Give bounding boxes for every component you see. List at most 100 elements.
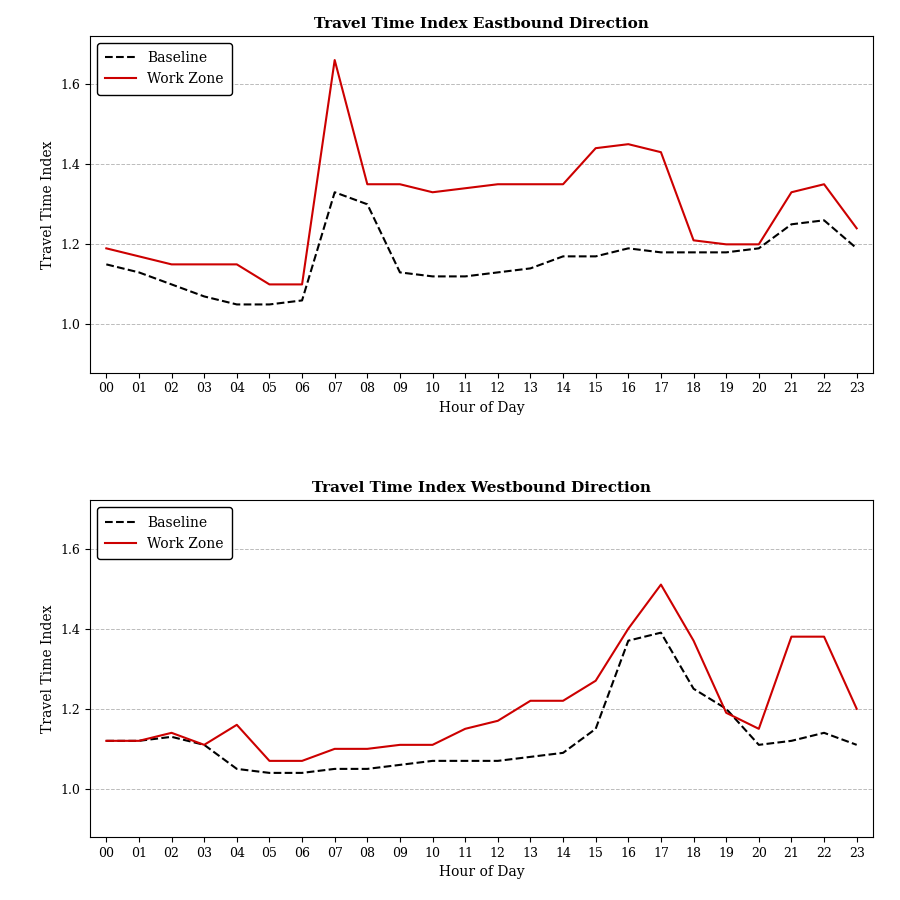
Title: Travel Time Index Westbound Direction: Travel Time Index Westbound Direction — [312, 482, 651, 495]
Work Zone — [688, 635, 699, 646]
Baseline — [297, 768, 308, 778]
Baseline — [525, 263, 535, 274]
Work Zone — [851, 223, 862, 234]
Baseline — [558, 251, 569, 262]
Y-axis label: Travel Time Index: Travel Time Index — [40, 605, 55, 733]
Baseline — [525, 752, 535, 762]
Line: Work Zone: Work Zone — [106, 60, 857, 284]
Baseline — [394, 760, 405, 770]
Work Zone — [623, 624, 634, 634]
Baseline — [329, 187, 340, 198]
Work Zone — [786, 187, 796, 198]
Work Zone — [101, 243, 112, 254]
X-axis label: Hour of Day: Hour of Day — [438, 400, 525, 415]
Line: Work Zone: Work Zone — [106, 585, 857, 760]
Work Zone — [362, 743, 373, 754]
Baseline — [199, 740, 210, 751]
Work Zone — [329, 743, 340, 754]
Work Zone — [101, 735, 112, 746]
Work Zone — [231, 719, 242, 730]
Work Zone — [231, 259, 242, 270]
Legend: Baseline, Work Zone: Baseline, Work Zone — [97, 508, 232, 559]
Line: Baseline: Baseline — [106, 633, 857, 773]
Baseline — [133, 267, 144, 278]
Work Zone — [362, 179, 373, 190]
Baseline — [231, 299, 242, 310]
Baseline — [166, 279, 177, 290]
Work Zone — [394, 179, 405, 190]
Legend: Baseline, Work Zone: Baseline, Work Zone — [97, 43, 232, 94]
Work Zone — [819, 631, 830, 642]
Baseline — [231, 763, 242, 774]
Baseline — [329, 763, 340, 774]
Work Zone — [819, 179, 830, 190]
Work Zone — [297, 755, 308, 766]
Work Zone — [721, 707, 732, 718]
Work Zone — [590, 143, 601, 154]
Baseline — [819, 727, 830, 738]
Work Zone — [133, 735, 144, 746]
Baseline — [753, 740, 764, 751]
Baseline — [623, 243, 634, 254]
Baseline — [655, 247, 666, 257]
Baseline — [558, 748, 569, 759]
Work Zone — [558, 179, 569, 190]
Baseline — [851, 740, 862, 751]
Work Zone — [558, 696, 569, 706]
Baseline — [428, 271, 438, 282]
Baseline — [166, 732, 177, 742]
Work Zone — [133, 251, 144, 262]
Baseline — [460, 755, 471, 766]
Baseline — [264, 299, 274, 310]
Y-axis label: Travel Time Index: Travel Time Index — [40, 140, 55, 268]
Work Zone — [460, 724, 471, 734]
Baseline — [851, 243, 862, 254]
Baseline — [786, 735, 796, 746]
Baseline — [786, 219, 796, 230]
Baseline — [655, 627, 666, 638]
Baseline — [819, 215, 830, 226]
Work Zone — [428, 740, 438, 751]
Title: Travel Time Index Eastbound Direction: Travel Time Index Eastbound Direction — [314, 17, 649, 31]
Baseline — [688, 683, 699, 694]
Baseline — [492, 755, 503, 766]
Baseline — [721, 247, 732, 257]
Baseline — [362, 199, 373, 210]
Work Zone — [851, 704, 862, 715]
Work Zone — [655, 147, 666, 158]
Baseline — [753, 243, 764, 254]
Work Zone — [264, 279, 274, 290]
Work Zone — [297, 279, 308, 290]
Work Zone — [721, 238, 732, 249]
Work Zone — [199, 259, 210, 270]
Work Zone — [166, 727, 177, 738]
Baseline — [394, 267, 405, 278]
Baseline — [688, 247, 699, 257]
Baseline — [199, 291, 210, 302]
Baseline — [133, 735, 144, 746]
Work Zone — [264, 755, 274, 766]
Work Zone — [492, 179, 503, 190]
Baseline — [101, 735, 112, 746]
Work Zone — [753, 724, 764, 734]
Baseline — [264, 768, 274, 778]
X-axis label: Hour of Day: Hour of Day — [438, 865, 525, 879]
Baseline — [590, 251, 601, 262]
Work Zone — [590, 675, 601, 686]
Baseline — [590, 724, 601, 734]
Baseline — [428, 755, 438, 766]
Work Zone — [428, 187, 438, 198]
Work Zone — [329, 55, 340, 66]
Work Zone — [166, 259, 177, 270]
Baseline — [362, 763, 373, 774]
Work Zone — [199, 740, 210, 751]
Baseline — [721, 704, 732, 715]
Work Zone — [655, 580, 666, 590]
Work Zone — [394, 740, 405, 751]
Baseline — [460, 271, 471, 282]
Work Zone — [525, 696, 535, 706]
Work Zone — [786, 631, 796, 642]
Baseline — [492, 267, 503, 278]
Work Zone — [753, 238, 764, 249]
Line: Baseline: Baseline — [106, 193, 857, 304]
